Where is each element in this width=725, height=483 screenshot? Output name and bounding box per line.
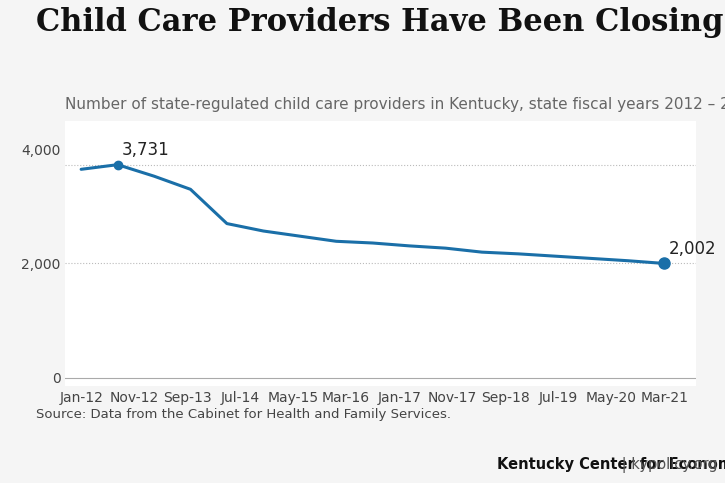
Text: Source: Data from the Cabinet for Health and Family Services.: Source: Data from the Cabinet for Health… [36, 408, 451, 421]
Text: | kypolicy.org: | kypolicy.org [617, 457, 718, 473]
Text: 2,002: 2,002 [668, 240, 716, 258]
Text: Number of state-regulated child care providers in Kentucky, state fiscal years 2: Number of state-regulated child care pro… [65, 97, 725, 112]
Text: Kentucky Center for Economic Policy: Kentucky Center for Economic Policy [497, 457, 725, 472]
Text: Child Care Providers Have Been Closing Their Doors: Child Care Providers Have Been Closing T… [36, 7, 725, 38]
Text: 3,731: 3,731 [122, 141, 170, 159]
